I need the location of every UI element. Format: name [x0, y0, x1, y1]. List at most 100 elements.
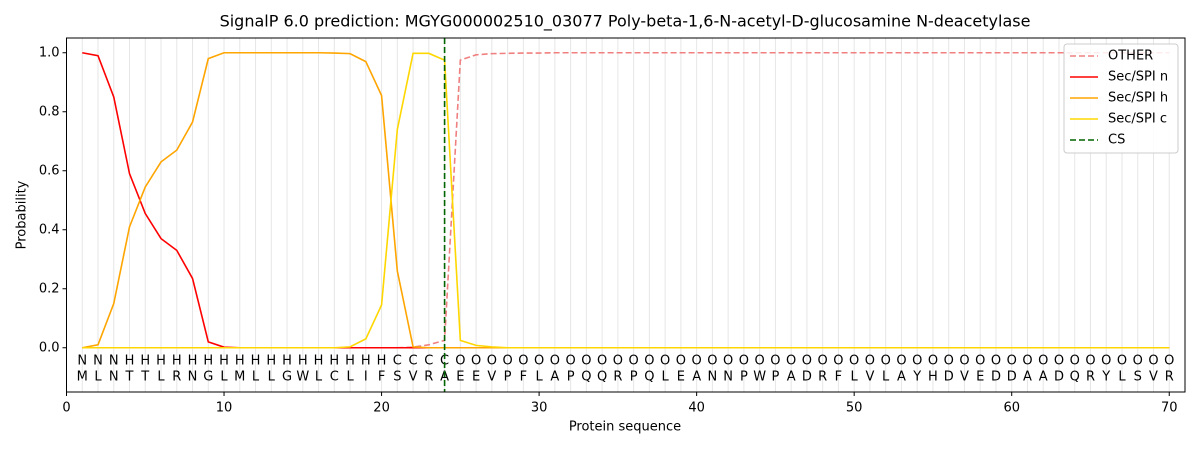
residue-letter: D: [944, 370, 954, 385]
series-line: [82, 52, 1170, 349]
residue-label: H: [140, 354, 150, 369]
residue-label: H: [203, 354, 213, 369]
chart-title: SignalP 6.0 prediction: MGYG000002510_03…: [220, 12, 1031, 32]
residue-letter: Q: [644, 370, 654, 385]
residue-letter: M: [77, 370, 88, 385]
residue-label: H: [377, 354, 387, 369]
x-tick-label: 40: [688, 401, 705, 416]
residue-letter: T: [125, 370, 134, 385]
residue-letter: D: [1007, 370, 1017, 385]
residue-letter: I: [364, 370, 368, 385]
residue-letter: L: [851, 370, 859, 385]
y-tick-label: 0.6: [39, 163, 60, 178]
residue-letter: L: [268, 370, 276, 385]
residue-label: H: [298, 354, 308, 369]
residue-letter: R: [1165, 370, 1174, 385]
residue-label: O: [1007, 354, 1017, 369]
residue-label: O: [550, 354, 560, 369]
residue-letter: A: [787, 370, 796, 385]
y-tick-label: 0.0: [39, 340, 60, 355]
residue-label: H: [156, 354, 166, 369]
residue-letter: Q: [581, 370, 591, 385]
residue-letter: R: [424, 370, 433, 385]
residue-letter: N: [708, 370, 718, 385]
y-tick-label: 0.8: [39, 104, 60, 119]
residue-label: O: [944, 354, 954, 369]
legend-label: Sec/SPI c: [1108, 112, 1167, 127]
residue-letter: Y: [912, 370, 921, 385]
residue-label: O: [1101, 354, 1111, 369]
residue-letter: V: [487, 370, 496, 385]
residue-letter: W: [296, 370, 309, 385]
residue-letter: L: [252, 370, 260, 385]
residue-letter: H: [928, 370, 938, 385]
residue-letter: A: [1039, 370, 1048, 385]
residue-label: O: [896, 354, 906, 369]
residue-letter: F: [378, 370, 385, 385]
residue-label: H: [235, 354, 245, 369]
residue-letter: R: [818, 370, 827, 385]
y-tick-label: 0.2: [39, 281, 60, 296]
residue-label: O: [723, 354, 733, 369]
residue-label: O: [802, 354, 812, 369]
residue-label: O: [644, 354, 654, 369]
residue-label: O: [707, 354, 717, 369]
residue-label: O: [471, 354, 481, 369]
residue-label: O: [755, 354, 765, 369]
residue-label: O: [676, 354, 686, 369]
residue-label: O: [597, 354, 607, 369]
residue-label: O: [1117, 354, 1127, 369]
residue-label: C: [393, 354, 402, 369]
x-tick-label: 70: [1161, 401, 1178, 416]
legend-label: CS: [1108, 133, 1125, 148]
residue-label: H: [329, 354, 339, 369]
residue-letter: R: [613, 370, 622, 385]
residue-letter: M: [234, 370, 245, 385]
residue-letter: P: [630, 370, 638, 385]
series-line: [82, 51, 1170, 349]
residue-label: H: [282, 354, 292, 369]
residue-label: O: [991, 354, 1001, 369]
residue-letter: V: [409, 370, 418, 385]
residue-label: H: [345, 354, 355, 369]
residue-label: O: [502, 354, 512, 369]
x-tick-label: 20: [373, 401, 390, 416]
residue-letter: P: [567, 370, 575, 385]
x-tick-label: 60: [1003, 401, 1020, 416]
residue-letter: L: [1118, 370, 1126, 385]
residue-letter: V: [1149, 370, 1158, 385]
y-axis-label: Probability: [15, 180, 30, 249]
residue-letter: L: [882, 370, 890, 385]
residue-label: O: [1054, 354, 1064, 369]
residue-label: O: [455, 354, 465, 369]
x-tick-label: 0: [62, 401, 70, 416]
legend-label: Sec/SPI h: [1108, 91, 1168, 106]
residue-label: O: [959, 354, 969, 369]
residue-letter: D: [991, 370, 1001, 385]
residue-letter: G: [282, 370, 292, 385]
residue-label: C: [440, 354, 449, 369]
residue-letter: T: [140, 370, 149, 385]
legend-label: OTHER: [1108, 49, 1153, 64]
residue-letter: Y: [1101, 370, 1110, 385]
residue-letter: S: [393, 370, 401, 385]
residue-label: H: [361, 354, 371, 369]
residue-label: H: [125, 354, 135, 369]
residue-letter: L: [94, 370, 102, 385]
residue-letter: E: [976, 370, 984, 385]
residue-label: O: [1085, 354, 1095, 369]
residue-label: O: [739, 354, 749, 369]
residue-letter: C: [330, 370, 339, 385]
x-tick-label: 10: [216, 401, 233, 416]
residue-letter: F: [835, 370, 842, 385]
residue-label: O: [1022, 354, 1032, 369]
residue-label: O: [1133, 354, 1143, 369]
residue-letter: N: [188, 370, 198, 385]
residue-label: H: [172, 354, 182, 369]
residue-label: O: [629, 354, 639, 369]
residue-label: O: [1148, 354, 1158, 369]
residue-label: O: [692, 354, 702, 369]
residue-letter: Q: [1070, 370, 1080, 385]
residue-label: O: [881, 354, 891, 369]
